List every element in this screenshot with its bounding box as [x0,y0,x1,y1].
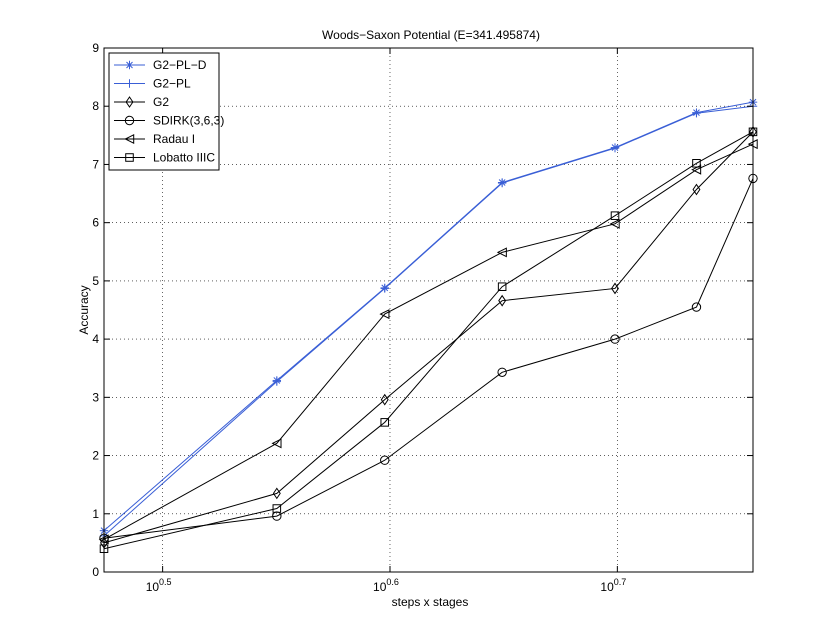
marker-diamond [125,96,134,108]
y-tick-label: 5 [92,274,99,288]
y-axis-title: Accuracy [77,285,91,334]
y-tick-label: 4 [92,332,99,346]
marker-triangle-left [271,438,282,449]
x-tick-label: 100.7 [600,577,626,594]
x-tick-base: 10 [373,580,387,594]
legend-entry: G2 [114,95,169,109]
marker-stroke [126,61,133,69]
marker-plus [125,79,134,88]
y-tick-label: 1 [92,507,99,521]
x-tick-base: 10 [146,580,160,594]
y-tick-label: 2 [92,449,99,463]
marker-plus [272,377,282,386]
plot-frame [103,47,754,573]
x-tick-base: 10 [600,580,614,594]
legend-entry: Lobatto IIIC [114,151,215,165]
marker-circle [691,302,702,312]
legend-entry: SDIRK(3,6,3) [114,114,224,128]
marker-diamond [611,282,619,295]
y-tick-label: 9 [92,41,99,55]
marker-plus [497,178,507,188]
marker-circle [497,367,507,377]
x-axis-title: steps x stages [392,595,469,609]
legend-label: G2 [153,95,169,109]
marker-diamond [272,487,281,500]
marker-plus [692,109,701,118]
legend-box [108,52,220,171]
y-tick-label: 6 [92,216,99,230]
marker-triangle-left [609,218,620,229]
marker-square [497,282,507,291]
marker-square [272,504,282,513]
marker-square [610,211,620,220]
marker-circle [124,115,135,126]
x-tick-exponent: 0.7 [614,577,627,587]
y-tick-label: 8 [92,99,99,113]
legend-label: G2−PL−D [153,58,207,72]
series-line [103,131,754,544]
y-tick-label: 0 [92,565,99,579]
y-tick-label: 7 [92,157,99,171]
series-layer [98,97,758,553]
marker-circle [610,334,620,344]
legend-label: G2−PL [153,77,191,91]
x-tick-label: 100.6 [373,577,399,594]
x-tick-exponent: 0.5 [159,577,172,587]
marker-diamond [380,393,389,406]
y-tick-label: 3 [92,390,99,404]
x-tick-exponent: 0.6 [386,577,399,587]
legend-entry: G2−PL−D [114,58,207,72]
series-line [103,178,754,539]
legend-entry: Radau I [114,132,195,146]
marker-triangle-left [691,164,702,175]
marker-plus [380,284,389,293]
marker-triangle-left [124,133,135,145]
series-line [103,131,754,550]
marker-circle [380,455,390,465]
legend-label: Lobatto IIIC [153,151,215,165]
legend-label: Radau I [153,132,195,146]
x-tick-label: 100.5 [146,577,172,594]
chart-title: Woods−Saxon Potential (E=341.495874) [322,28,540,42]
marker-star [125,60,134,70]
marker-square [692,159,701,168]
series-line [103,143,754,540]
marker-plus [610,143,620,153]
marker-square [125,153,134,162]
legend-entry: G2−PL [114,77,191,91]
legend-label: SDIRK(3,6,3) [153,114,224,128]
marker-diamond [498,294,507,307]
legend: G2−PL−D G2−PL G2 SDIRK(3,6,3) Radau I Lobatto… [108,52,224,171]
marker-square [380,418,390,427]
marker-diamond [692,183,701,196]
marker-triangle-left [379,309,390,320]
marker-triangle-left [496,247,507,258]
